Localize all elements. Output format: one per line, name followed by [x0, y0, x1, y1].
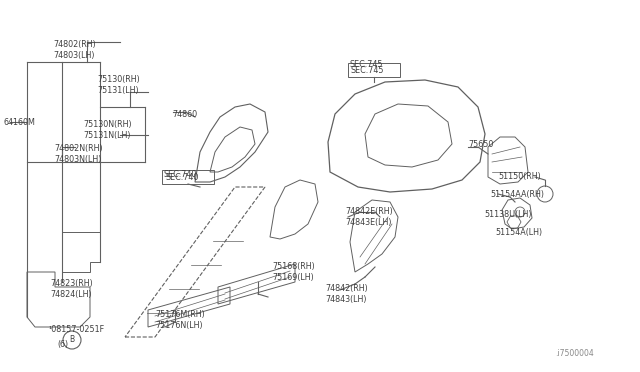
Text: 74823(RH)
74824(LH): 74823(RH) 74824(LH): [50, 279, 93, 299]
Text: 74802(RH)
74803(LH): 74802(RH) 74803(LH): [53, 40, 96, 60]
Text: 75130N(RH)
75131N(LH): 75130N(RH) 75131N(LH): [83, 120, 132, 140]
Text: 74860: 74860: [172, 109, 197, 119]
Text: 51154A(LH): 51154A(LH): [495, 228, 542, 237]
Text: SEC.745: SEC.745: [351, 65, 385, 74]
Text: 75168(RH)
75169(LH): 75168(RH) 75169(LH): [272, 262, 315, 282]
Text: 74842E(RH)
74843E(LH): 74842E(RH) 74843E(LH): [345, 207, 393, 227]
Text: 51138U(LH): 51138U(LH): [484, 209, 531, 218]
Text: 51150(RH): 51150(RH): [498, 171, 541, 180]
Text: ¹08157-0251F: ¹08157-0251F: [48, 326, 104, 334]
Text: 74842(RH)
74843(LH): 74842(RH) 74843(LH): [325, 284, 368, 304]
Text: .i7500004: .i7500004: [555, 350, 594, 359]
Text: (6): (6): [57, 340, 68, 349]
Text: 75176M(RH)
75176N(LH): 75176M(RH) 75176N(LH): [155, 310, 205, 330]
Text: 75130(RH)
75131(LH): 75130(RH) 75131(LH): [97, 75, 140, 95]
Text: 51154AA(RH): 51154AA(RH): [490, 189, 544, 199]
Text: SEC.740: SEC.740: [163, 170, 196, 179]
FancyBboxPatch shape: [348, 63, 400, 77]
Text: SEC.745: SEC.745: [350, 60, 383, 68]
Text: B: B: [69, 336, 75, 344]
Text: 64160M: 64160M: [3, 118, 35, 126]
FancyBboxPatch shape: [162, 170, 214, 184]
Text: 74802N(RH)
74803N(LH): 74802N(RH) 74803N(LH): [54, 144, 102, 164]
Text: 75650: 75650: [468, 140, 493, 148]
Text: SEC.740: SEC.740: [165, 173, 198, 182]
